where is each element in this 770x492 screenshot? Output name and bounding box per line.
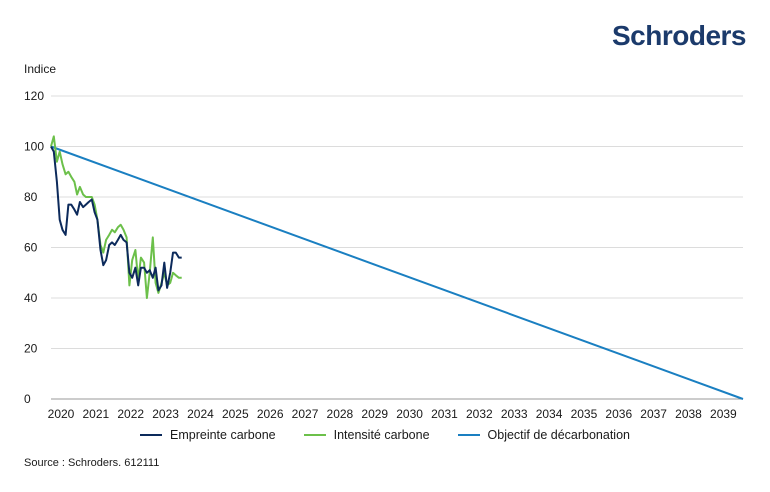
y-tick-label-120: 120 xyxy=(24,89,44,103)
legend-label-intensite: Intensité carbone xyxy=(333,428,430,442)
x-tick-label-2020: 2020 xyxy=(48,407,75,421)
x-tick-label-2024: 2024 xyxy=(187,407,214,421)
legend-item-empreinte: Empreinte carbone xyxy=(140,428,276,442)
x-tick-label-2022: 2022 xyxy=(117,407,144,421)
x-tick-label-2031: 2031 xyxy=(431,407,458,421)
x-tick-label-2025: 2025 xyxy=(222,407,249,421)
x-tick-label-2030: 2030 xyxy=(396,407,423,421)
x-tick-label-2021: 2021 xyxy=(83,407,110,421)
x-tick-label-2033: 2033 xyxy=(501,407,528,421)
legend-item-intensite: Intensité carbone xyxy=(303,428,430,442)
series-line-empreinte-carbone xyxy=(50,146,182,292)
x-tick-label-2032: 2032 xyxy=(466,407,493,421)
x-tick-label-2035: 2035 xyxy=(571,407,598,421)
y-tick-label-100: 100 xyxy=(24,140,44,154)
x-tick-label-2034: 2034 xyxy=(536,407,563,421)
legend-swatch-empreinte xyxy=(140,434,162,436)
y-tick-label-40: 40 xyxy=(24,291,38,305)
y-tick-label-20: 20 xyxy=(24,342,38,356)
y-tick-label-60: 60 xyxy=(24,241,38,255)
x-tick-label-2028: 2028 xyxy=(327,407,354,421)
series-line-objectif-de-decarbonation xyxy=(50,145,744,400)
legend-label-objectif: Objectif de décarbonation xyxy=(487,428,630,442)
schroders-logo: Schroders xyxy=(612,20,747,51)
x-tick-label-2023: 2023 xyxy=(152,407,179,421)
x-tick-label-2038: 2038 xyxy=(675,407,702,421)
legend-item-objectif: Objectif de décarbonation xyxy=(457,428,630,442)
x-tick-label-2036: 2036 xyxy=(605,407,632,421)
x-tick-label-2029: 2029 xyxy=(361,407,388,421)
y-tick-label-80: 80 xyxy=(24,190,38,204)
legend-label-empreinte: Empreinte carbone xyxy=(170,428,276,442)
y-tick-label-0: 0 xyxy=(24,392,31,406)
x-tick-label-2039: 2039 xyxy=(710,407,737,421)
chart-legend: Empreinte carbone Intensité carbone Obje… xyxy=(0,428,770,442)
legend-swatch-objectif xyxy=(457,434,480,436)
x-tick-label-2026: 2026 xyxy=(257,407,284,421)
legend-swatch-intensite xyxy=(303,434,326,436)
x-tick-label-2027: 2027 xyxy=(292,407,319,421)
y-axis-label: Indice xyxy=(24,62,57,76)
source-note: Source : Schroders. 612111 xyxy=(24,457,160,469)
x-tick-label-2037: 2037 xyxy=(640,407,667,421)
